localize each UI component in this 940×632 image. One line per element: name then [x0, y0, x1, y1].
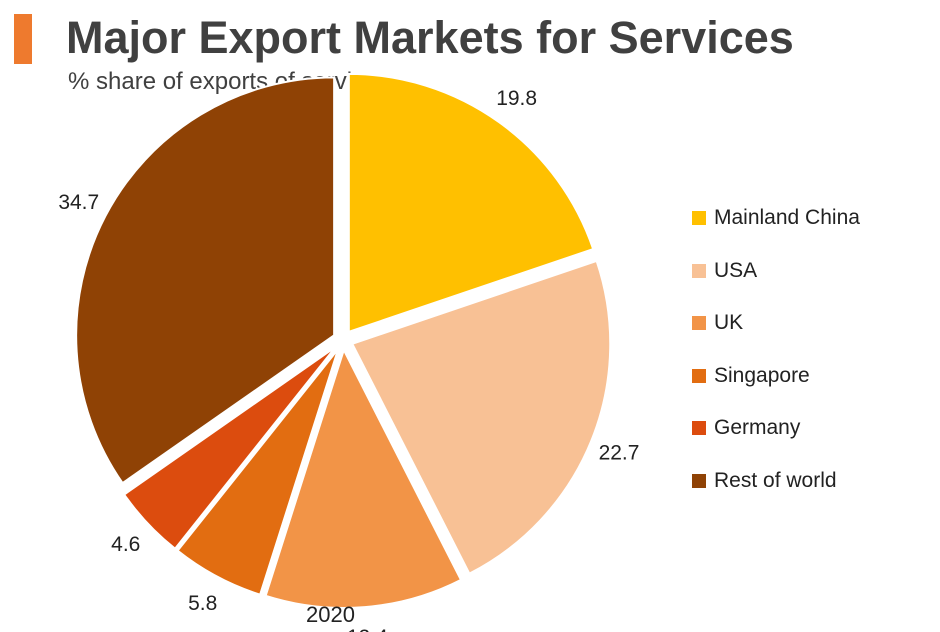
pie-value-label: 12.4 [347, 626, 388, 632]
pie-slice-uk [264, 347, 463, 609]
period-label: 2020 [306, 602, 355, 627]
pie-value-label: 19.8 [496, 87, 537, 110]
legend-swatch [692, 368, 706, 383]
title-accent-bar [14, 14, 32, 64]
pie-slice-singapore [176, 348, 340, 596]
legend-item-germany: Germany [692, 402, 860, 455]
legend-label: Singapore [714, 363, 810, 387]
legend-label: Rest of world [714, 468, 837, 492]
legend-item-mainland-china: Mainland China [692, 192, 860, 245]
pie-slice-usa [350, 259, 612, 575]
chart-title: Major Export Markets for Services [66, 12, 794, 63]
legend-label: USA [714, 258, 758, 282]
legend-item-singapore: Singapore [692, 350, 860, 403]
legend-item-uk: UK [692, 297, 860, 350]
legend-swatch [692, 211, 706, 226]
pie-slice-rest-of-world [75, 76, 336, 485]
legend: Mainland China USA UK Singapore Germany … [692, 192, 860, 507]
legend-swatch [692, 316, 706, 331]
legend-label: Germany [714, 416, 801, 440]
legend-swatch [692, 263, 706, 278]
pie-value-label: 5.8 [188, 592, 217, 615]
chart-subtitle: % share of exports of services [68, 68, 390, 95]
legend-swatch [692, 421, 706, 436]
legend-item-usa: USA [692, 245, 860, 298]
legend-label: UK [714, 311, 744, 335]
legend-swatch [692, 473, 706, 488]
pie-value-labels: 19.8 22.7 12.4 5.8 4.6 34.7 [58, 87, 639, 632]
pie-value-label: 34.7 [58, 191, 99, 214]
pie-slice-germany [122, 346, 337, 551]
pie-slice-mainland-china [347, 72, 595, 334]
pie-slices [75, 72, 612, 609]
legend-item-rest-of-world: Rest of world [692, 455, 860, 508]
pie-value-label: 22.7 [599, 441, 640, 464]
pie-value-label: 4.6 [111, 533, 140, 556]
legend-label: Mainland China [714, 206, 860, 230]
